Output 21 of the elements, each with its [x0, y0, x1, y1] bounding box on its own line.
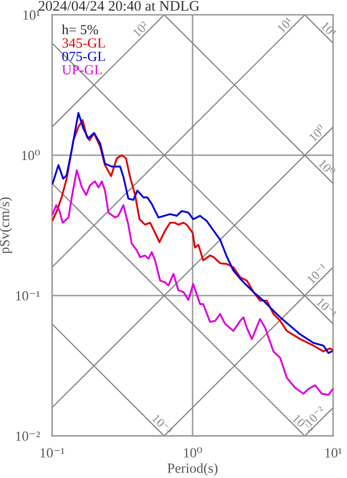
- y-tick-label: 10⁰: [22, 150, 40, 160]
- x-tick-label: 10¹: [325, 448, 342, 458]
- annotation: 10⁻¹: [306, 263, 328, 284]
- annotation: 10²: [132, 20, 149, 38]
- annotation: 10¹: [320, 21, 338, 38]
- legend-title: h= 5%: [62, 24, 98, 34]
- annotation: 10⁰: [318, 158, 336, 176]
- y-tick-label: 10⁻¹: [16, 291, 40, 301]
- text: UP-GL: [62, 65, 102, 74]
- x-tick-label: 10⁻¹: [40, 448, 64, 458]
- text: 075-GL: [62, 52, 105, 62]
- annotation: 10¹: [276, 16, 294, 34]
- y-tick-label: 10¹: [23, 10, 40, 20]
- annotation: 10⁰: [308, 124, 326, 142]
- x-tick-label: 10⁰: [184, 447, 202, 458]
- chart-title: 2024/04/24 20:40 at NDLG: [38, 0, 200, 11]
- x-axis-title: Period(s): [168, 463, 218, 476]
- annotation: 10⁻³: [152, 414, 173, 436]
- y-tick-label: 10⁻²: [16, 432, 40, 441]
- text: 345-GL: [62, 38, 105, 48]
- annotation: 10⁻¹: [316, 297, 338, 318]
